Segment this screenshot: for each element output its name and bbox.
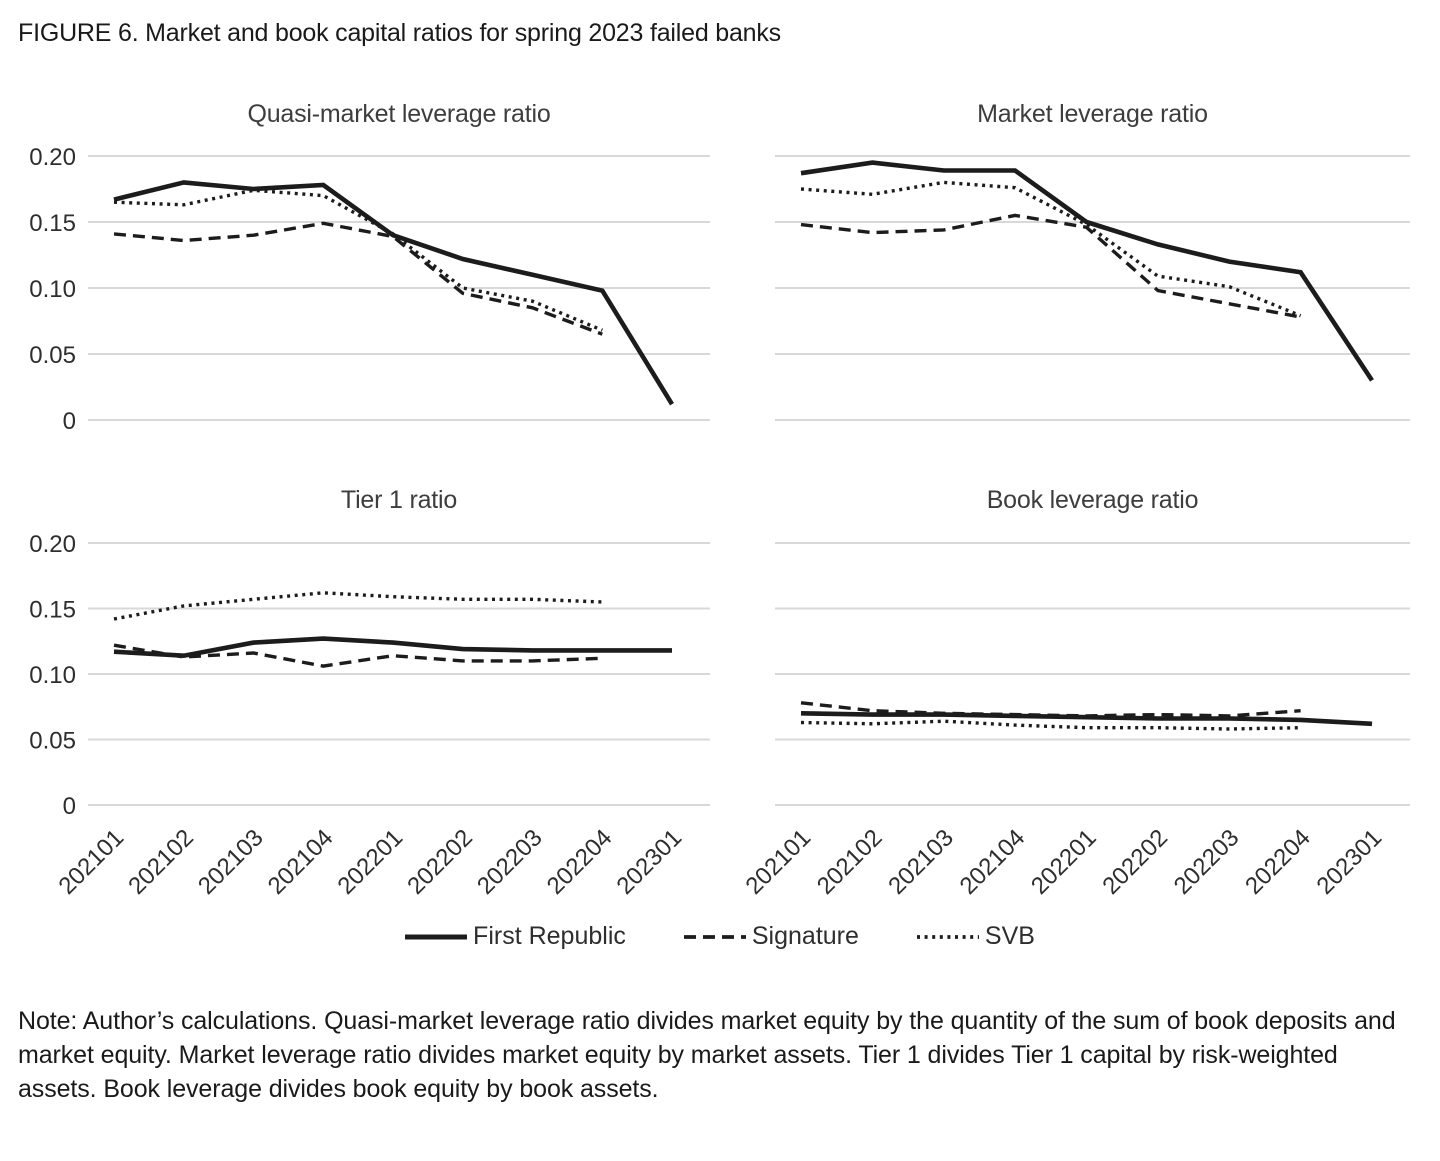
chart-canvas-tier1: 0.20 0.15 0.10 0.05 0 20210120210220210320210… [29,531,710,900]
x-tick-label: 202103 [193,824,269,900]
x-tick-label: 202202 [402,824,478,900]
chart-panel-book-leverage: Book leverage ratio 202101 202102 202103 20… [720,455,1440,915]
chart-title-quasi-market-leverage: Quasi-market leverage ratio [247,100,551,128]
x-tick-label: 202203 [472,824,548,900]
legend-label-svb: SVB [984,922,1035,950]
chart-canvas-market-leverage [775,155,1410,421]
x-tick-label: 202301 [612,824,688,900]
x-tick-label: 202204 [1240,824,1316,900]
series-line-svb [113,591,603,621]
chart-title-market-leverage: Market leverage ratio [977,100,1208,128]
chart-panel-tier1: Tier 1 ratio 0.20 0.15 0.10 0.05 0 202101 2021… [0,455,720,915]
chart-canvas-book-leverage: 2021012021022021032021042022012022022022… [741,542,1410,900]
chart-title-tier1: Tier 1 ratio [340,486,458,514]
series-line-svb [800,180,1302,318]
x-tick-label: 202103 [883,824,959,900]
y-tick-label: 0 [63,408,76,435]
chart-panel-quasi-market-leverage: Quasi-market leverage ratio 0.20 0.15 0.10… [0,88,720,455]
series-line-first-republic [113,180,674,406]
y-tick-label: 0.15 [29,210,76,237]
legend-item-svb: SVB [916,922,1035,951]
y-tick-label: 0 [63,793,76,820]
y-tick-label: 0.05 [29,342,76,369]
y-tick-label: 0.15 [29,597,76,624]
series-line-svb [113,188,603,332]
legend-item-signature: Signature [683,922,859,951]
x-tick-label: 202203 [1169,824,1245,900]
x-tick-label: 202104 [263,824,339,900]
y-tick-label: 0.05 [29,728,76,755]
chart-title-book-leverage: Book leverage ratio [986,486,1199,514]
solid-line-icon [405,934,468,939]
legend-label-signature: Signature [751,922,859,950]
x-tick-label: 202102 [812,824,888,900]
y-tick-label: 0.10 [29,662,76,689]
series-line-first-republic [800,160,1374,382]
series-line-signature [800,701,1301,718]
x-tick-label: 202104 [955,824,1031,900]
x-tick-label: 202204 [542,824,618,900]
series-line-svb [800,719,1301,731]
y-tick-label: 0.10 [29,276,76,303]
dashed-line-icon [683,934,746,939]
series-line-signature [113,221,603,336]
series-line-signature [113,643,603,668]
x-tick-label: 202202 [1097,824,1173,900]
x-tick-label: 202301 [1312,824,1388,900]
x-tick-label: 202201 [333,824,409,900]
x-tick-label: 202102 [123,824,199,900]
series-line-signature [800,213,1301,319]
chart-canvas-quasi-market-leverage: 0.20 0.15 0.10 0.05 0 [29,144,710,435]
figure-note: Note: Author’s calculations. Quasi-marke… [18,1007,1396,1103]
series-line-first-republic [113,636,672,659]
x-tick-label: 202201 [1026,824,1102,900]
x-tick-label: 202101 [54,824,130,900]
chart-legend: First Republic Signature SVB [0,922,1440,951]
figure-title: FIGURE 6. Market and book capital ratios… [18,19,781,47]
y-tick-label: 0.20 [29,144,76,171]
x-tick-label: 202101 [741,824,817,900]
y-tick-label: 0.20 [29,531,76,558]
chart-panel-market-leverage: Market leverage ratio [720,88,1440,455]
legend-label-first-republic: First Republic [473,922,626,950]
legend-item-first-republic: First Republic [405,922,626,951]
dotted-line-icon [916,934,979,939]
